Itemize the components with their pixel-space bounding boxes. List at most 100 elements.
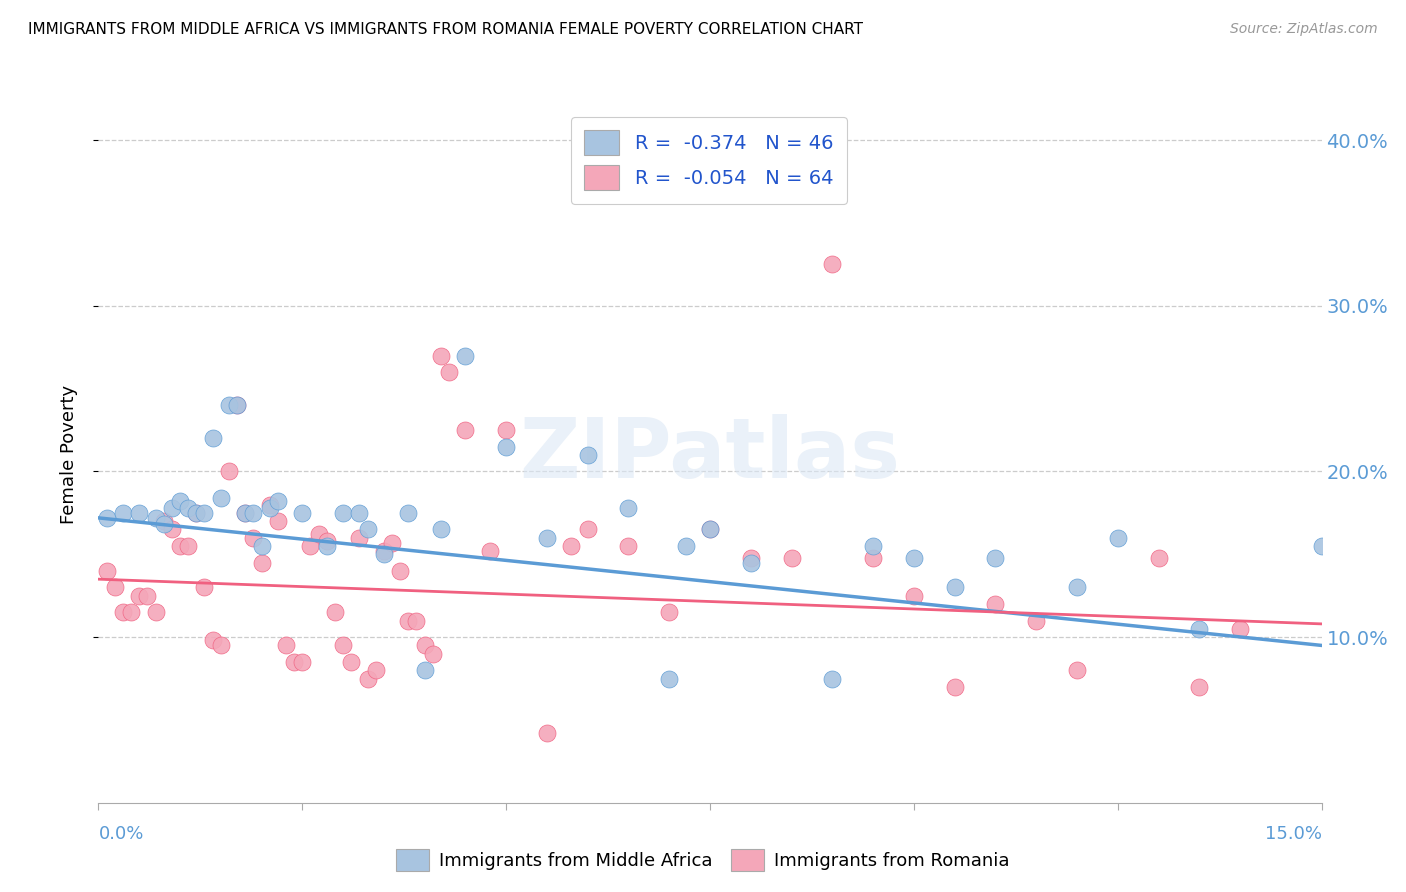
Point bbox=[340, 655, 363, 669]
Legend: Immigrants from Middle Africa, Immigrants from Romania: Immigrants from Middle Africa, Immigrant… bbox=[389, 842, 1017, 879]
Point bbox=[201, 431, 224, 445]
Point bbox=[495, 423, 517, 437]
Point bbox=[186, 506, 208, 520]
Point bbox=[226, 398, 249, 412]
Point bbox=[111, 605, 134, 619]
Point bbox=[177, 500, 200, 515]
Point bbox=[250, 539, 273, 553]
Point bbox=[536, 726, 558, 740]
Point bbox=[201, 633, 224, 648]
Point bbox=[389, 564, 412, 578]
Point bbox=[658, 672, 681, 686]
Point bbox=[259, 500, 281, 515]
Point bbox=[267, 494, 290, 508]
Point bbox=[740, 556, 762, 570]
Point bbox=[193, 506, 215, 520]
Point bbox=[576, 523, 599, 537]
Point bbox=[128, 506, 150, 520]
Point bbox=[169, 494, 191, 508]
Point bbox=[177, 539, 200, 553]
Point bbox=[430, 349, 453, 363]
Text: 15.0%: 15.0% bbox=[1264, 825, 1322, 843]
Point bbox=[943, 581, 966, 595]
Point bbox=[308, 527, 330, 541]
Point bbox=[1066, 581, 1088, 595]
Point bbox=[740, 550, 762, 565]
Point bbox=[160, 500, 183, 515]
Point bbox=[984, 597, 1007, 611]
Point bbox=[209, 491, 232, 505]
Point bbox=[617, 500, 640, 515]
Point bbox=[1107, 531, 1129, 545]
Point bbox=[291, 506, 314, 520]
Point bbox=[299, 539, 322, 553]
Point bbox=[332, 639, 354, 653]
Point bbox=[780, 550, 803, 565]
Point bbox=[560, 539, 582, 553]
Point bbox=[242, 531, 264, 545]
Point bbox=[422, 647, 444, 661]
Point bbox=[1025, 614, 1047, 628]
Point bbox=[862, 550, 884, 565]
Point bbox=[169, 539, 191, 553]
Point bbox=[136, 589, 159, 603]
Point bbox=[349, 506, 371, 520]
Point bbox=[903, 550, 925, 565]
Point bbox=[356, 672, 378, 686]
Point bbox=[332, 506, 354, 520]
Point bbox=[821, 672, 844, 686]
Point bbox=[405, 614, 427, 628]
Point bbox=[413, 639, 436, 653]
Point bbox=[152, 517, 174, 532]
Point bbox=[984, 550, 1007, 565]
Point bbox=[821, 257, 844, 271]
Point bbox=[274, 639, 297, 653]
Point bbox=[128, 589, 150, 603]
Point bbox=[186, 506, 208, 520]
Point bbox=[1188, 680, 1211, 694]
Point bbox=[349, 531, 371, 545]
Text: 0.0%: 0.0% bbox=[98, 825, 143, 843]
Text: Source: ZipAtlas.com: Source: ZipAtlas.com bbox=[1230, 22, 1378, 37]
Point bbox=[209, 639, 232, 653]
Point bbox=[259, 498, 281, 512]
Point bbox=[536, 531, 558, 545]
Point bbox=[96, 564, 118, 578]
Point bbox=[373, 544, 395, 558]
Point bbox=[699, 523, 721, 537]
Point bbox=[250, 556, 273, 570]
Point bbox=[1310, 539, 1333, 553]
Point bbox=[413, 663, 436, 677]
Point bbox=[658, 605, 681, 619]
Point bbox=[1188, 622, 1211, 636]
Point bbox=[356, 523, 378, 537]
Point bbox=[373, 547, 395, 561]
Point bbox=[104, 581, 127, 595]
Point bbox=[430, 523, 453, 537]
Point bbox=[111, 506, 134, 520]
Point bbox=[903, 589, 925, 603]
Point bbox=[1066, 663, 1088, 677]
Point bbox=[267, 514, 290, 528]
Point bbox=[160, 523, 183, 537]
Point bbox=[145, 511, 167, 525]
Point bbox=[1229, 622, 1251, 636]
Point bbox=[478, 544, 501, 558]
Point bbox=[576, 448, 599, 462]
Point bbox=[218, 465, 240, 479]
Point bbox=[364, 663, 387, 677]
Point bbox=[675, 539, 697, 553]
Point bbox=[152, 514, 174, 528]
Y-axis label: Female Poverty: Female Poverty bbox=[59, 385, 77, 524]
Point bbox=[396, 506, 419, 520]
Point bbox=[323, 605, 346, 619]
Point bbox=[699, 523, 721, 537]
Point bbox=[943, 680, 966, 694]
Point bbox=[396, 614, 419, 628]
Point bbox=[96, 511, 118, 525]
Text: IMMIGRANTS FROM MIDDLE AFRICA VS IMMIGRANTS FROM ROMANIA FEMALE POVERTY CORRELAT: IMMIGRANTS FROM MIDDLE AFRICA VS IMMIGRA… bbox=[28, 22, 863, 37]
Point bbox=[495, 440, 517, 454]
Point bbox=[1147, 550, 1170, 565]
Point bbox=[315, 534, 337, 549]
Point bbox=[862, 539, 884, 553]
